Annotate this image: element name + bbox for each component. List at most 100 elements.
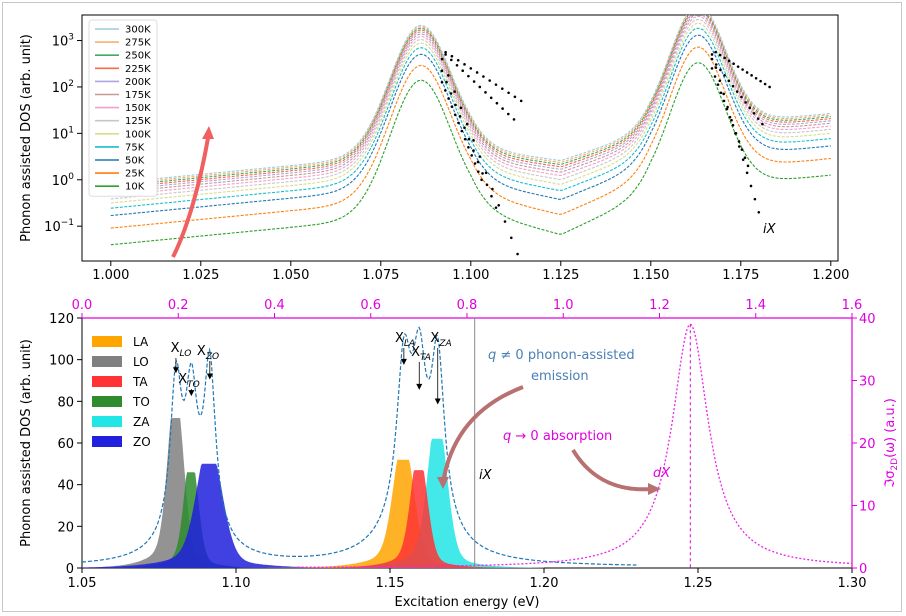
peak-arrowhead-ZO (206, 373, 213, 380)
legend-label-225K: 225K (125, 64, 151, 75)
decay-guide-dot (745, 171, 749, 175)
decay-guide-dot (484, 91, 487, 94)
curve-10K (110, 62, 831, 246)
curve-225K (110, 15, 831, 189)
top-y-ticks: 103 102 101 100 10−1 (44, 33, 82, 235)
decay-guide-dot (725, 107, 729, 111)
top-y-tick-label: 102 (52, 79, 74, 96)
top-y-axis-label: Phonon assisted DOS (arb. unit) (19, 34, 34, 242)
absorption-arrow (571, 448, 652, 492)
bottom-y-tick-label: 0 (66, 562, 74, 577)
legend-label-50K: 50K (125, 156, 145, 167)
decay-guide-dot (512, 118, 516, 121)
decay-guide-dot (447, 97, 450, 100)
bottom-y-tick-label: 100 (49, 354, 74, 369)
decay-guide-dot (730, 118, 733, 122)
area-ZO (82, 463, 544, 568)
legend-label-ZA: ZA (133, 415, 150, 429)
decay-guide-dot (488, 79, 492, 82)
top-axis-tick-label: 1.0 (553, 298, 574, 313)
decay-guide-dot (714, 50, 717, 54)
decay-guide-dot (467, 145, 470, 149)
decay-guide-dot (484, 171, 488, 175)
bottom-y-tick-label: 80 (57, 395, 74, 410)
dx-label: dX (653, 466, 671, 481)
decay-guide-dot (480, 178, 483, 182)
decay-guide-dot (727, 79, 731, 83)
decay-guide-dot (458, 115, 462, 118)
bottom-x-tick-label: 1.10 (222, 576, 251, 591)
decay-guide-dot (454, 103, 457, 107)
top-x-tick-label: 1.150 (632, 268, 669, 283)
right-axis-tick-label: 40 (859, 312, 876, 327)
absorption-annotation: q → 0 absorption (503, 429, 612, 444)
decay-guide-dot (475, 71, 479, 74)
decay-guide-dot (768, 85, 771, 89)
right-axis-tick-label: 10 (859, 500, 876, 515)
top-x-tick-label: 1.000 (92, 268, 129, 283)
decay-guide-dot (731, 84, 735, 88)
decay-guide-dot (727, 59, 731, 63)
decay-guide-dot (450, 58, 453, 62)
legend-label-125K: 125K (125, 116, 151, 127)
top-y-tick-label: 100 (52, 172, 75, 189)
emission-arrow-head (437, 477, 449, 489)
decay-guide-dot (455, 63, 459, 67)
absorption-line (297, 323, 853, 568)
emission-arrow (441, 385, 524, 484)
decay-guide-dot (460, 129, 464, 133)
bottom-x-tick-label: 1.30 (838, 576, 867, 591)
decay-guide-dot (497, 204, 501, 207)
decay-guide-dot (444, 50, 447, 54)
legend-label-300K: 300K (125, 25, 151, 36)
curve-275K (110, 15, 831, 186)
decay-guide-dot (469, 67, 473, 70)
decay-guide-dot (761, 122, 764, 126)
decay-guide-dot (763, 82, 767, 86)
decay-guide-dot (718, 53, 722, 57)
decay-guide-dot (478, 85, 482, 89)
decay-guide-dot (710, 57, 714, 61)
legend-label-175K: 175K (125, 90, 151, 101)
temperature-arrow-shaft (171, 137, 210, 258)
top-axis-tick-label: 1.4 (745, 298, 766, 313)
peak-arrowhead-TA (416, 383, 423, 390)
legend-label-25K: 25K (125, 169, 145, 180)
legend-swatch-LA (92, 336, 122, 347)
decay-guide-dot (757, 210, 761, 214)
decay-guide-dot (477, 170, 480, 173)
decay-guide-dot (467, 137, 471, 141)
decay-guide-dot (738, 145, 741, 148)
legend-label-TO: TO (132, 395, 150, 409)
top-x-tick-label: 1.100 (452, 268, 489, 283)
top-axis-ticks: 0.0 0.2 0.4 0.6 0.8 1.0 1.2 1.4 1.6 (72, 298, 863, 318)
top-y-tick-label: 103 (52, 33, 74, 50)
legend-label-75K: 75K (125, 142, 145, 153)
bottom-x-ticks: 1.05 1.10 1.15 1.20 1.25 1.30 (68, 568, 867, 591)
top-axis-tick-label: 1.6 (842, 298, 863, 313)
decay-guide-dot (743, 156, 747, 160)
decay-guide-dot (470, 154, 474, 157)
top-x-tick-label: 1.050 (272, 268, 309, 283)
phonon-mode-areas (82, 418, 544, 568)
curve-250K (110, 15, 831, 187)
peak-label-TA: XTA (411, 345, 431, 363)
decay-guide-dot (463, 137, 467, 141)
bottom-x-tick-label: 1.20 (530, 576, 559, 591)
peak-label-ZA: XZA (430, 331, 451, 349)
decay-guide-dot (719, 91, 723, 95)
decay-guide-dot (457, 121, 460, 125)
decay-guide-dot (732, 62, 735, 66)
right-axis-tick-label: 30 (859, 375, 876, 390)
decay-guide-dot (481, 172, 484, 175)
decay-guide-dot (737, 140, 741, 143)
absorption-curve (297, 323, 853, 568)
curve-150K (110, 15, 831, 197)
top-y-tick-label: 101 (52, 125, 74, 142)
decay-guide-dot (714, 66, 718, 69)
decay-guide-dot (516, 252, 519, 256)
decay-guide-dot (728, 115, 732, 119)
decay-guide-dot (472, 139, 475, 142)
